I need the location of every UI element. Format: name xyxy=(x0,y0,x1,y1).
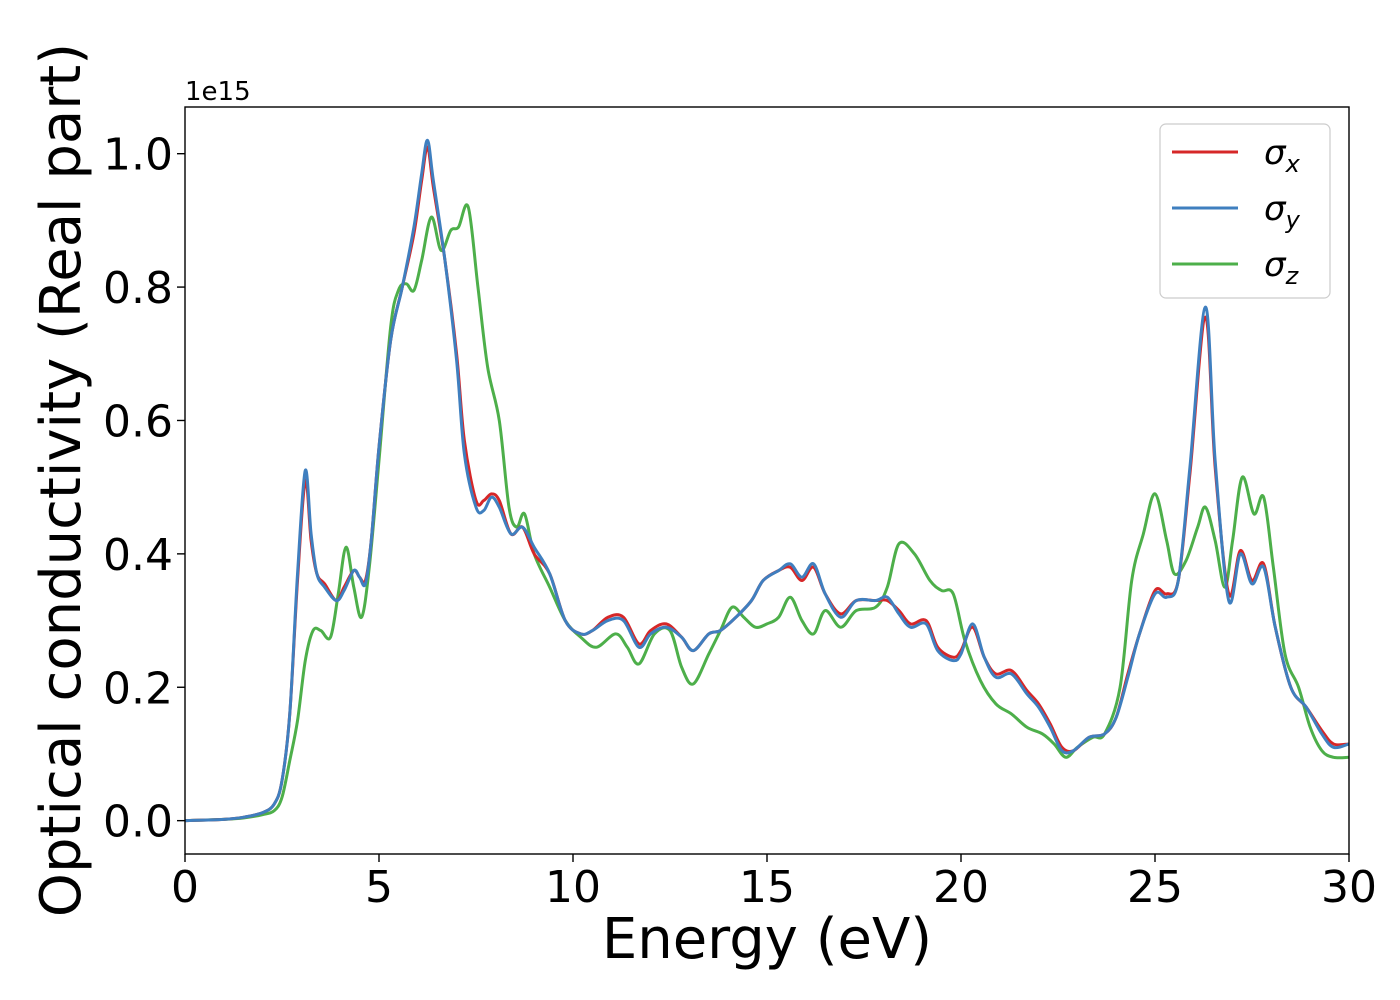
axis-ticks xyxy=(177,152,1350,862)
legend-symbol: σ xyxy=(1264,133,1287,173)
legend-frame xyxy=(1159,123,1331,299)
y-tick-label: 0.6 xyxy=(103,396,173,447)
y-tick-label: 0.4 xyxy=(103,530,173,581)
x-tick-label: 10 xyxy=(545,862,601,913)
legend-subscript: y xyxy=(1285,206,1301,234)
y-tick-labels: 0.0 0.2 0.4 0.6 0.8 1.0 xyxy=(103,130,173,848)
y-axis-label: Optical conductivity (Real part) xyxy=(29,43,94,917)
series-line-y xyxy=(185,138,1349,823)
legend-subscript: z xyxy=(1285,262,1300,290)
x-tick-label: 5 xyxy=(365,862,393,913)
x-tick-label: 0 xyxy=(171,862,199,913)
x-tick-label: 25 xyxy=(1127,862,1183,913)
legend-symbol: σ xyxy=(1264,245,1287,285)
legend-label-y: σy xyxy=(1264,189,1301,234)
legend-label-x: σx xyxy=(1264,133,1301,178)
y-tick-label: 1.0 xyxy=(103,130,173,181)
legend-symbol: σ xyxy=(1264,189,1287,229)
x-axis-label: Energy (eV) xyxy=(602,907,932,972)
x-tick-label: 30 xyxy=(1321,862,1377,913)
legend-subscript: x xyxy=(1285,150,1301,178)
y-tick-label: 0.8 xyxy=(103,263,173,314)
x-tick-label: 20 xyxy=(933,862,989,913)
series-lines xyxy=(185,138,1349,823)
y-offset-label: 1e15 xyxy=(185,77,251,107)
y-tick-label: 0.0 xyxy=(103,797,173,848)
y-tick-label: 0.2 xyxy=(103,663,173,714)
x-tick-label: 15 xyxy=(739,862,795,913)
legend-label-z: σz xyxy=(1264,245,1300,290)
plot-area xyxy=(184,106,1350,855)
plot-frame xyxy=(184,106,1350,855)
x-tick-labels: 0 5 10 15 20 25 30 xyxy=(171,862,1377,913)
